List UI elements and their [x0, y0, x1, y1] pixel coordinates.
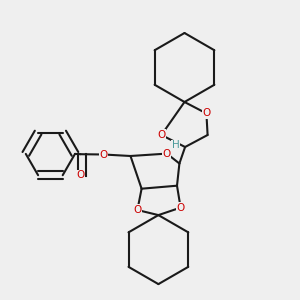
Text: H: H	[172, 140, 179, 151]
Text: O: O	[202, 108, 211, 118]
Text: O: O	[100, 149, 108, 160]
Text: O: O	[176, 202, 185, 213]
Text: O: O	[76, 170, 85, 181]
Text: O: O	[163, 148, 171, 159]
Text: O: O	[133, 205, 142, 215]
Text: O: O	[157, 130, 166, 140]
